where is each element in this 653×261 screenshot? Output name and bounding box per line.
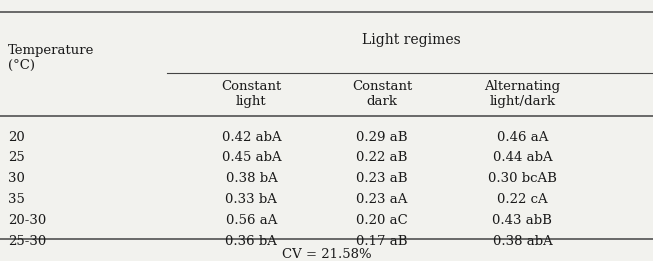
Text: 0.29 aB: 0.29 aB (357, 130, 407, 144)
Text: 0.17 aB: 0.17 aB (357, 235, 407, 248)
Text: 0.45 abA: 0.45 abA (221, 151, 281, 164)
Text: Constant
dark: Constant dark (352, 80, 412, 108)
Text: 0.23 aB: 0.23 aB (357, 172, 407, 185)
Text: 0.30 bcAB: 0.30 bcAB (488, 172, 557, 185)
Text: 0.42 abA: 0.42 abA (221, 130, 281, 144)
Text: 20-30: 20-30 (8, 214, 46, 227)
Text: Alternating
light/dark: Alternating light/dark (485, 80, 560, 108)
Text: 0.38 bA: 0.38 bA (225, 172, 278, 185)
Text: 0.33 bA: 0.33 bA (225, 193, 278, 206)
Text: 0.46 aA: 0.46 aA (497, 130, 548, 144)
Text: 25-30: 25-30 (8, 235, 46, 248)
Text: Temperature
(°C): Temperature (°C) (8, 44, 94, 72)
Text: CV = 21.58%: CV = 21.58% (281, 248, 372, 261)
Text: Light regimes: Light regimes (362, 33, 461, 48)
Text: 0.22 aB: 0.22 aB (357, 151, 407, 164)
Text: 0.23 aA: 0.23 aA (357, 193, 407, 206)
Text: 20: 20 (8, 130, 25, 144)
Text: 25: 25 (8, 151, 25, 164)
Text: 0.43 abB: 0.43 abB (492, 214, 552, 227)
Text: 30: 30 (8, 172, 25, 185)
Text: 0.36 bA: 0.36 bA (225, 235, 278, 248)
Text: 0.44 abA: 0.44 abA (492, 151, 552, 164)
Text: 0.38 abA: 0.38 abA (492, 235, 552, 248)
Text: 0.56 aA: 0.56 aA (226, 214, 277, 227)
Text: 35: 35 (8, 193, 25, 206)
Text: Constant
light: Constant light (221, 80, 281, 108)
Text: 0.22 cA: 0.22 cA (497, 193, 548, 206)
Text: 0.20 aC: 0.20 aC (356, 214, 408, 227)
